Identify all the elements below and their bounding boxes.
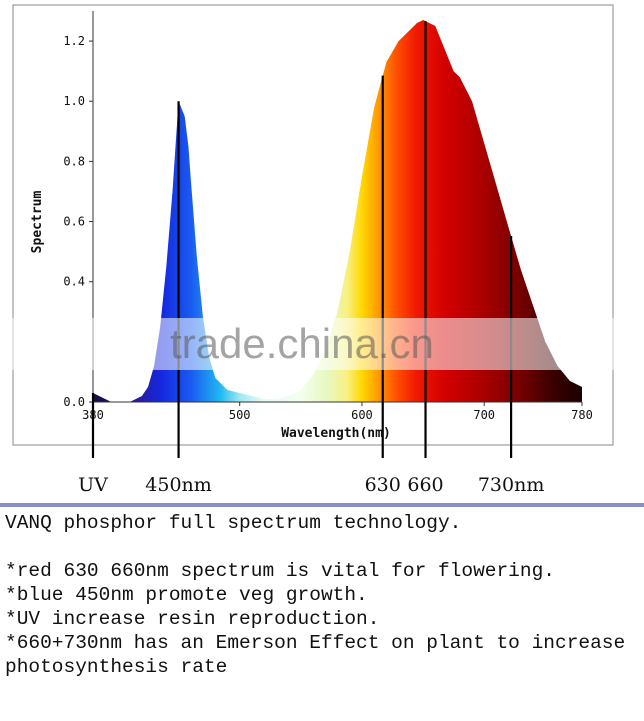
x-tick-label: 700 xyxy=(473,408,495,422)
watermark-band: trade.china.cn xyxy=(0,318,644,370)
description-block: VANQ phosphor full spectrum technology. … xyxy=(5,511,641,679)
marker-label: 730nm xyxy=(478,474,545,496)
y-tick-label: 1.2 xyxy=(63,34,85,48)
marker-label: UV xyxy=(78,474,108,496)
y-axis-label: Spectrum xyxy=(30,191,45,254)
divider xyxy=(0,503,644,507)
x-tick-label: 500 xyxy=(229,408,251,422)
bullet-item: *red 630 660nm spectrum is vital for flo… xyxy=(5,560,555,582)
x-axis-label: Wavelength(nm) xyxy=(281,426,391,441)
description-title: VANQ phosphor full spectrum technology. xyxy=(5,512,462,534)
y-tick-label: 0.8 xyxy=(63,154,85,168)
spectrum-chart: 0.00.40.60.81.01.2380500600700780UV450nm… xyxy=(12,4,614,496)
y-tick-label: 0.0 xyxy=(63,395,85,409)
marker-label: 630 xyxy=(365,474,401,496)
plot-area: 0.00.40.60.81.01.2380500600700780UV450nm… xyxy=(63,11,593,496)
y-tick-label: 1.0 xyxy=(63,94,85,108)
bullet-item: *660+730nm has an Emerson Effect on plan… xyxy=(5,632,637,678)
marker-label: 660 xyxy=(407,474,443,496)
spectrum-area xyxy=(93,20,582,402)
bullet-item: *blue 450nm promote veg growth. xyxy=(5,584,368,606)
y-tick-label: 0.6 xyxy=(63,215,85,229)
x-tick-label: 780 xyxy=(571,408,593,422)
x-tick-label: 600 xyxy=(351,408,373,422)
marker-label: 450nm xyxy=(145,474,212,496)
bullet-item: *UV increase resin reproduction. xyxy=(5,608,380,630)
y-tick-label: 0.4 xyxy=(63,275,85,289)
watermark-text: trade.china.cn xyxy=(170,320,434,367)
